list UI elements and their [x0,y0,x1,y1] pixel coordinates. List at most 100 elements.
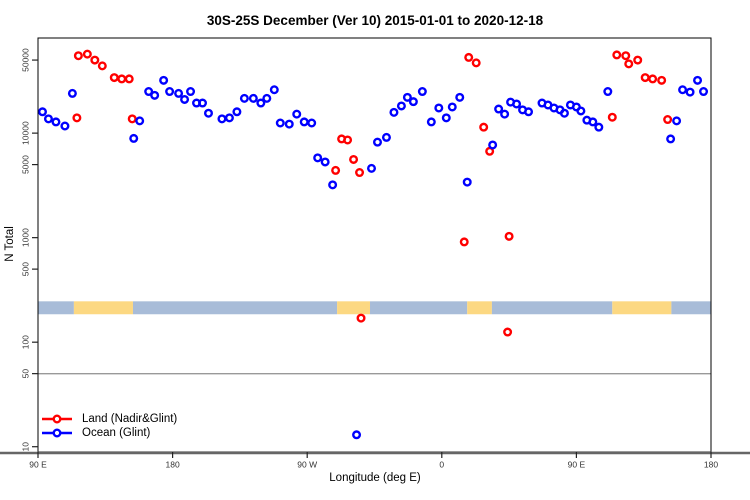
data-point-land [72,113,82,123]
data-point-land [82,49,92,59]
x-tick-label: 0 [439,460,444,470]
data-point-land [633,55,643,65]
data-point-ocean [524,107,534,117]
data-point-land [624,59,634,69]
data-point-land [356,313,366,323]
ocean-marker-icon [42,428,72,438]
chart-title: 30S-25S December (Ver 10) 2015-01-01 to … [206,13,544,28]
data-point-land [640,73,650,83]
data-point-land [663,115,673,125]
y-tick-label: 10 [21,442,31,452]
data-point-ocean [224,113,234,123]
data-point-ocean [488,140,498,150]
plot-border [37,37,712,453]
data-point-land [73,51,83,61]
data-point-ocean [144,87,154,97]
data-point-ocean [603,87,613,97]
ocean-segment [370,301,468,315]
data-point-ocean [60,121,70,131]
legend: Land (Nadir&Glint) Ocean (Glint) [40,412,177,440]
x-tick-label: 180 [704,460,718,470]
data-point-ocean [307,118,317,128]
data-point-ocean [408,97,418,107]
data-point-ocean [203,108,213,118]
y-axis-title: N Total [4,226,16,262]
data-point-ocean [232,107,242,117]
legend-item-ocean: Ocean (Glint) [40,426,177,440]
data-point-land [124,74,134,84]
y-tick-label: 1000 [21,228,31,247]
data-point-land [459,237,469,247]
data-point-ocean [239,93,249,103]
data-point-land [607,112,617,122]
data-point-ocean [180,94,190,104]
data-point-ocean [328,180,338,190]
data-point-ocean [559,108,569,118]
data-point-land [471,58,481,68]
data-point-ocean [441,113,451,123]
data-point-ocean [396,101,406,111]
data-point-ocean [284,119,294,129]
data-point-ocean [165,87,175,97]
land-segment [73,301,133,315]
data-point-ocean [462,177,472,187]
y-tick-label: 50 [21,369,31,379]
data-point-ocean [455,92,465,102]
data-point-land [331,165,341,175]
data-point-land [621,51,631,61]
data-point-land [648,74,658,84]
data-point-ocean [693,75,703,85]
data-point-land [97,61,107,71]
ocean-segment [132,301,338,315]
data-point-ocean [256,98,266,108]
x-axis-title: Longitude (deg E) [329,472,421,484]
data-point-land [127,114,137,124]
data-point-ocean [500,109,510,119]
data-point-ocean [672,116,682,126]
data-point-ocean [299,117,309,127]
x-tick-label: 90 E [29,460,47,470]
data-point-ocean [313,153,323,163]
data-point-ocean [352,430,362,440]
data-point-ocean [588,117,598,127]
data-point-ocean [217,114,227,124]
data-point-ocean [594,122,604,132]
data-point-ocean [402,92,412,102]
data-point-ocean [67,88,77,98]
x-tick-label: 90 W [297,460,317,470]
data-point-ocean [367,163,377,173]
data-point-ocean [666,134,676,144]
legend-label-ocean: Ocean (Glint) [82,427,151,439]
data-point-ocean [417,87,427,97]
data-point-ocean [320,157,330,167]
ocean-segment [491,301,613,315]
data-point-ocean [159,75,169,85]
data-point-land [657,75,667,85]
data-point-ocean [262,93,272,103]
data-point-ocean [51,117,61,127]
y-tick-label: 100 [21,335,31,349]
data-point-ocean [269,85,279,95]
data-point-land [343,135,353,145]
data-point-ocean [43,114,53,124]
data-point-land [349,154,359,164]
ocean-segment [671,301,711,315]
data-point-ocean [447,102,457,112]
y-tick-label: 50000 [21,48,31,72]
land-segment [337,301,371,315]
y-tick-label: 500 [21,262,31,276]
data-point-land [479,122,489,132]
data-point-ocean [186,87,196,97]
data-point-ocean [678,85,688,95]
data-point-ocean [685,87,695,97]
data-point-ocean [275,118,285,128]
legend-item-land: Land (Nadir&Glint) [40,412,177,426]
data-point-land [464,52,474,62]
data-point-land [90,55,100,65]
data-point-ocean [494,104,504,114]
data-point-ocean [248,93,258,103]
data-point-ocean [37,107,47,117]
land-marker-icon [42,414,72,424]
data-point-ocean [699,87,709,97]
